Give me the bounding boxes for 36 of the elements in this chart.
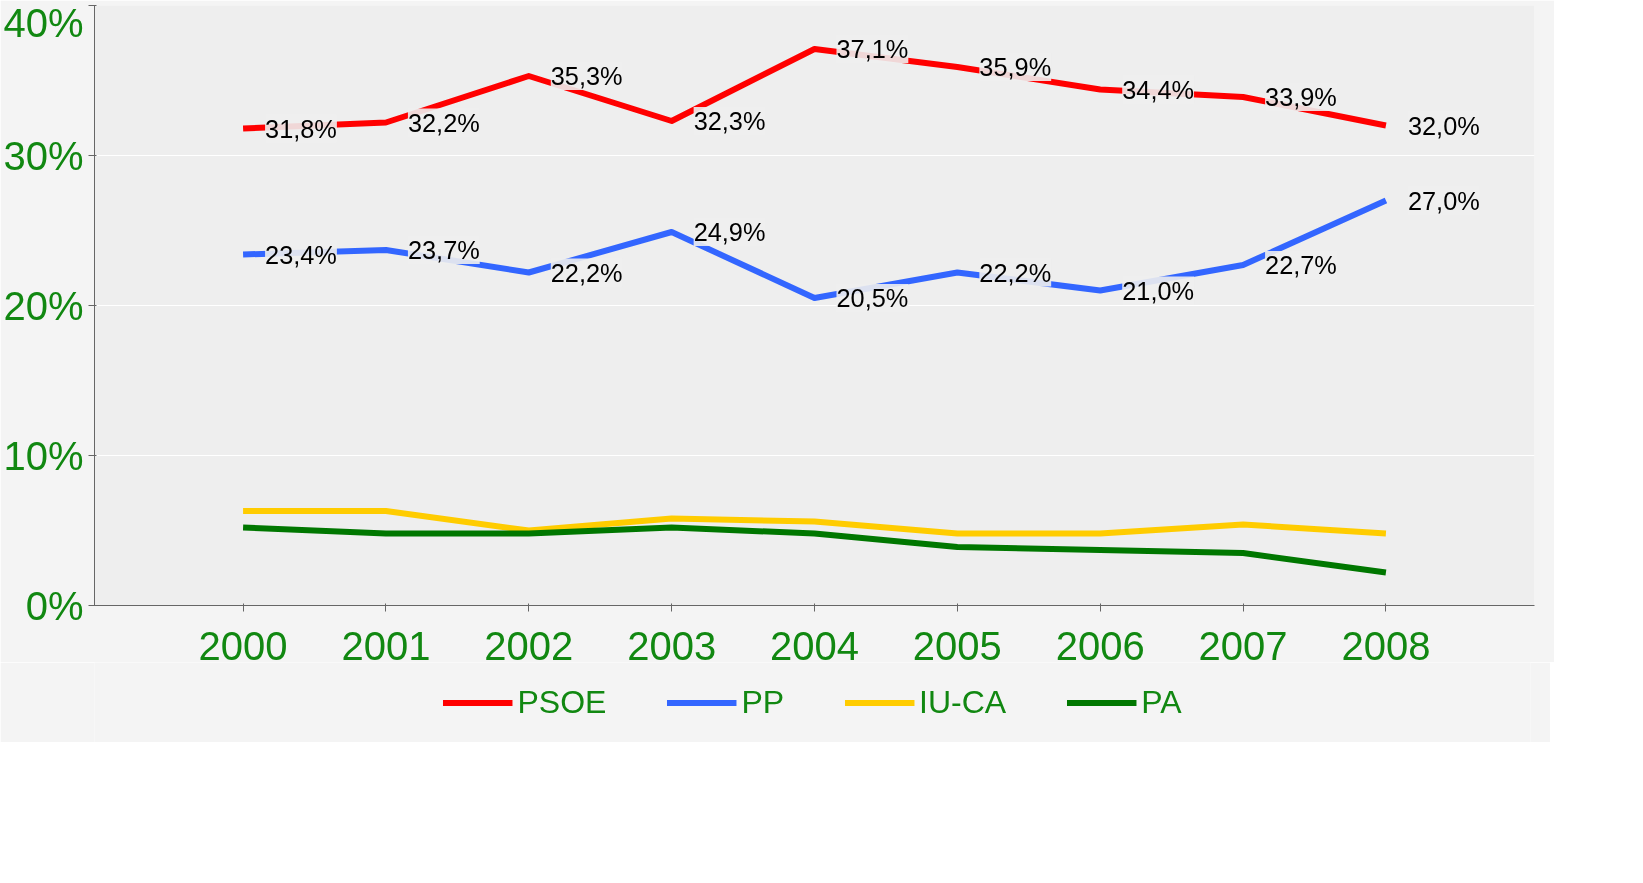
data-label: 23,4% (265, 240, 337, 269)
data-label: 35,3% (550, 62, 623, 90)
x-tick-label: 2005 (912, 623, 1002, 668)
data-label: 20,5% (836, 284, 909, 312)
data-label: 33,9% (1265, 83, 1337, 111)
data-label: 22,2% (550, 258, 623, 287)
y-tick-label: 20% (3, 283, 84, 328)
y-tick-label: 40% (3, 0, 84, 45)
legend-label: PP (741, 683, 785, 721)
legend-label: IU-CA (919, 683, 1007, 721)
x-tick-label: 2001 (341, 623, 431, 668)
data-label: 31,8% (265, 114, 337, 143)
y-tick-label: 30% (3, 133, 84, 178)
data-label: 21,0% (1122, 276, 1195, 305)
legend-label: PA (1141, 683, 1182, 721)
data-label: 37,1% (836, 35, 909, 63)
data-label: 22,2% (979, 258, 1052, 287)
data-label: 32,0% (1407, 111, 1480, 140)
data-label: 32,3% (693, 107, 766, 135)
data-label: 34,4% (1122, 75, 1195, 104)
data-label: 24,9% (693, 218, 766, 246)
data-label: 23,7% (407, 236, 480, 264)
data-label: 35,9% (979, 53, 1052, 81)
x-tick-label: 2004 (770, 623, 859, 668)
data-label: 22,7% (1265, 251, 1337, 279)
y-tick-label: 0% (25, 583, 84, 628)
x-tick-label: 2006 (1055, 623, 1145, 668)
data-label: 32,2% (407, 108, 480, 137)
x-tick-label: 2008 (1341, 623, 1431, 668)
x-tick-label: 2000 (198, 623, 288, 668)
x-tick-label: 2002 (484, 623, 574, 668)
x-tick-label: 2003 (627, 623, 717, 668)
x-tick-label: 2007 (1198, 623, 1288, 668)
legend-label: PSOE (517, 683, 607, 721)
data-label: 27,0% (1407, 186, 1480, 215)
y-tick-label: 10% (3, 433, 84, 478)
